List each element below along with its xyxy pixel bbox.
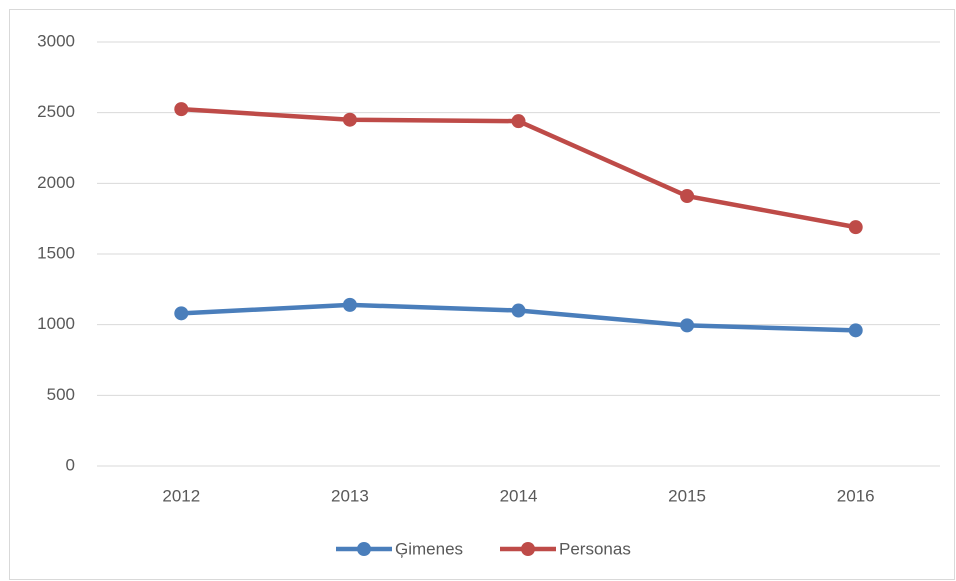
y-tick-label: 0 <box>66 455 75 474</box>
data-point <box>174 102 189 117</box>
data-point <box>511 303 526 318</box>
y-tick-label: 2000 <box>37 173 75 192</box>
data-point <box>342 112 357 127</box>
legend-marker <box>357 542 371 556</box>
x-tick-label: 2016 <box>837 486 875 505</box>
x-tick-label: 2012 <box>162 486 200 505</box>
data-point <box>680 318 695 333</box>
y-tick-label: 1000 <box>37 314 75 333</box>
y-tick-label: 1500 <box>37 243 75 262</box>
data-point <box>511 114 526 129</box>
x-tick-label: 2014 <box>500 486 538 505</box>
data-point <box>174 306 189 321</box>
legend-label: Personas <box>559 539 631 558</box>
data-point <box>680 189 695 204</box>
data-point <box>848 323 863 338</box>
data-point <box>342 297 357 312</box>
y-tick-label: 500 <box>47 385 75 404</box>
chart-frame <box>9 9 955 580</box>
legend-label: Ģimenes <box>395 539 463 558</box>
y-tick-label: 2500 <box>37 102 75 121</box>
legend-marker <box>521 542 535 556</box>
x-tick-label: 2013 <box>331 486 369 505</box>
y-tick-label: 3000 <box>37 31 75 50</box>
data-point <box>848 220 863 235</box>
x-tick-label: 2015 <box>668 486 706 505</box>
